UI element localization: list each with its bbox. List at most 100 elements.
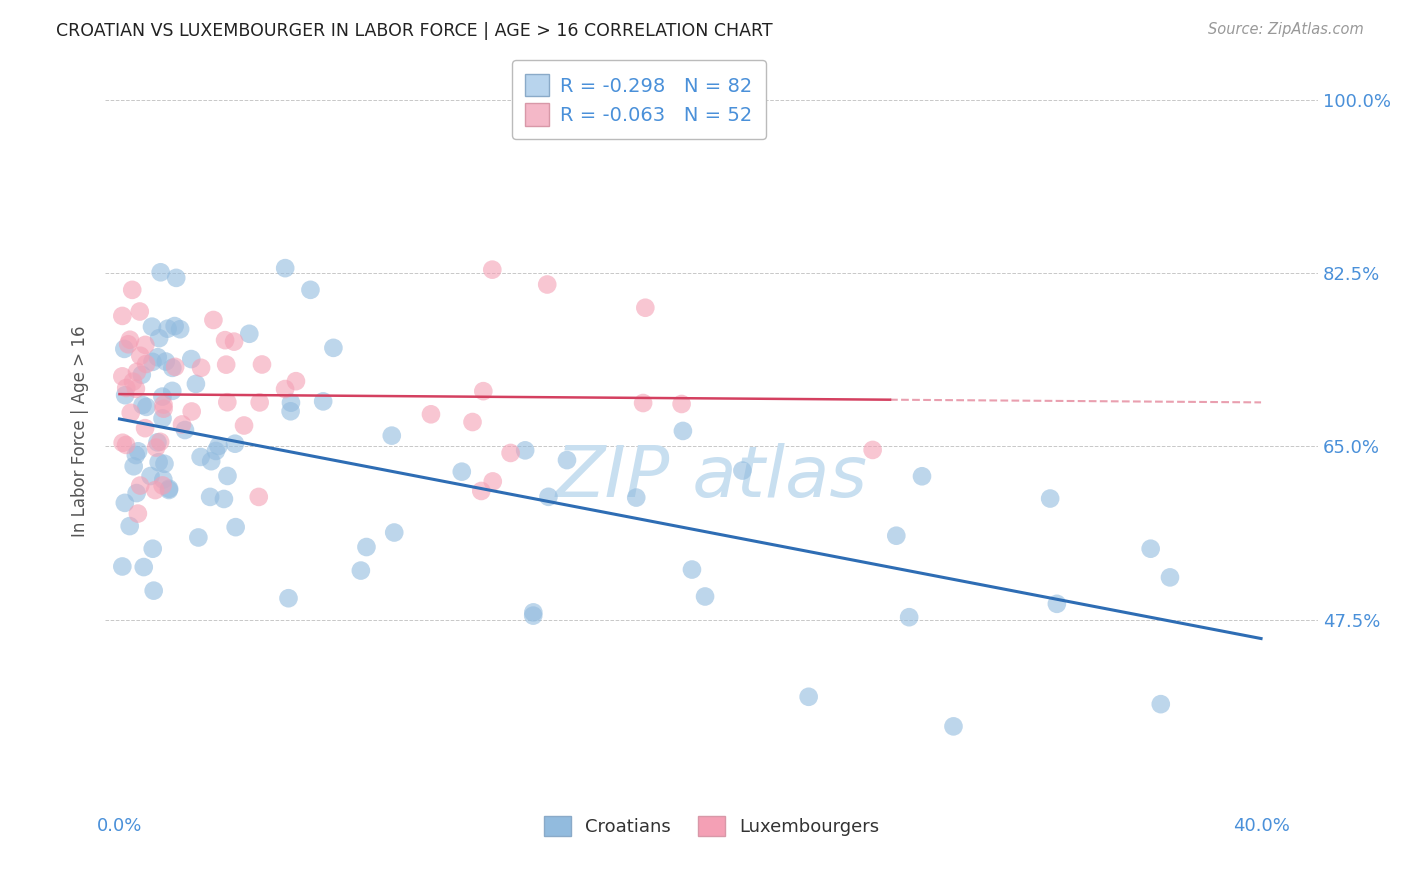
Point <box>149 265 172 279</box>
Point <box>162 384 184 398</box>
Point <box>481 262 503 277</box>
Point <box>152 478 174 492</box>
Point <box>152 398 174 412</box>
Point <box>129 349 152 363</box>
Point <box>555 453 578 467</box>
Point <box>536 277 558 292</box>
Point <box>207 439 229 453</box>
Point <box>472 384 495 399</box>
Point <box>115 438 138 452</box>
Point <box>121 283 143 297</box>
Point <box>170 417 193 432</box>
Point <box>174 423 197 437</box>
Point <box>214 333 236 347</box>
Point <box>149 434 172 449</box>
Point <box>187 531 209 545</box>
Point <box>671 397 693 411</box>
Point <box>146 350 169 364</box>
Point <box>120 406 142 420</box>
Point <box>299 283 322 297</box>
Point <box>127 444 149 458</box>
Point <box>114 388 136 402</box>
Point <box>898 610 921 624</box>
Point <box>1139 541 1161 556</box>
Point <box>125 486 148 500</box>
Point <box>274 382 297 396</box>
Point <box>180 404 202 418</box>
Point <box>522 608 544 623</box>
Point <box>250 358 273 372</box>
Point <box>202 313 225 327</box>
Point <box>217 469 239 483</box>
Point <box>135 357 157 371</box>
Point <box>152 390 174 404</box>
Point <box>224 436 246 450</box>
Point <box>277 591 299 606</box>
Point <box>499 446 522 460</box>
Point <box>115 381 138 395</box>
Point <box>165 359 187 374</box>
Point <box>190 360 212 375</box>
Point <box>122 459 145 474</box>
Point <box>129 478 152 492</box>
Point <box>146 435 169 450</box>
Point <box>148 331 170 345</box>
Point <box>381 428 404 442</box>
Point <box>114 496 136 510</box>
Point <box>626 491 648 505</box>
Text: Source: ZipAtlas.com: Source: ZipAtlas.com <box>1208 22 1364 37</box>
Point <box>884 529 907 543</box>
Point <box>233 418 256 433</box>
Point <box>118 333 141 347</box>
Point <box>152 401 174 416</box>
Point <box>134 338 156 352</box>
Point <box>537 490 560 504</box>
Point <box>111 435 134 450</box>
Point <box>238 326 260 341</box>
Point <box>212 491 235 506</box>
Point <box>152 411 174 425</box>
Point <box>157 483 180 497</box>
Point <box>163 319 186 334</box>
Point <box>131 368 153 382</box>
Point <box>128 304 150 318</box>
Point <box>125 448 148 462</box>
Point <box>132 560 155 574</box>
Point <box>162 360 184 375</box>
Point <box>200 454 222 468</box>
Point <box>797 690 820 704</box>
Point <box>135 400 157 414</box>
Point <box>190 450 212 464</box>
Point <box>118 519 141 533</box>
Point <box>322 341 344 355</box>
Point <box>470 483 492 498</box>
Point <box>217 395 239 409</box>
Point <box>148 455 170 469</box>
Point <box>180 352 202 367</box>
Point <box>141 355 163 369</box>
Point <box>274 261 297 276</box>
Point <box>111 369 134 384</box>
Point <box>634 301 657 315</box>
Text: CROATIAN VS LUXEMBOURGER IN LABOR FORCE | AGE > 16 CORRELATION CHART: CROATIAN VS LUXEMBOURGER IN LABOR FORCE … <box>56 22 773 40</box>
Point <box>312 394 335 409</box>
Point <box>184 376 207 391</box>
Point <box>911 469 934 483</box>
Point <box>153 457 176 471</box>
Point <box>225 520 247 534</box>
Legend: Croatians, Luxembourgers: Croatians, Luxembourgers <box>534 806 889 846</box>
Point <box>942 719 965 733</box>
Point <box>112 342 135 356</box>
Point <box>205 444 228 458</box>
Point <box>111 309 134 323</box>
Point <box>1046 597 1069 611</box>
Point <box>155 354 177 368</box>
Point <box>450 465 472 479</box>
Point <box>125 365 148 379</box>
Point <box>142 541 165 556</box>
Point <box>693 590 716 604</box>
Point <box>522 606 544 620</box>
Point <box>280 404 302 418</box>
Point <box>122 375 145 389</box>
Point <box>1159 570 1181 584</box>
